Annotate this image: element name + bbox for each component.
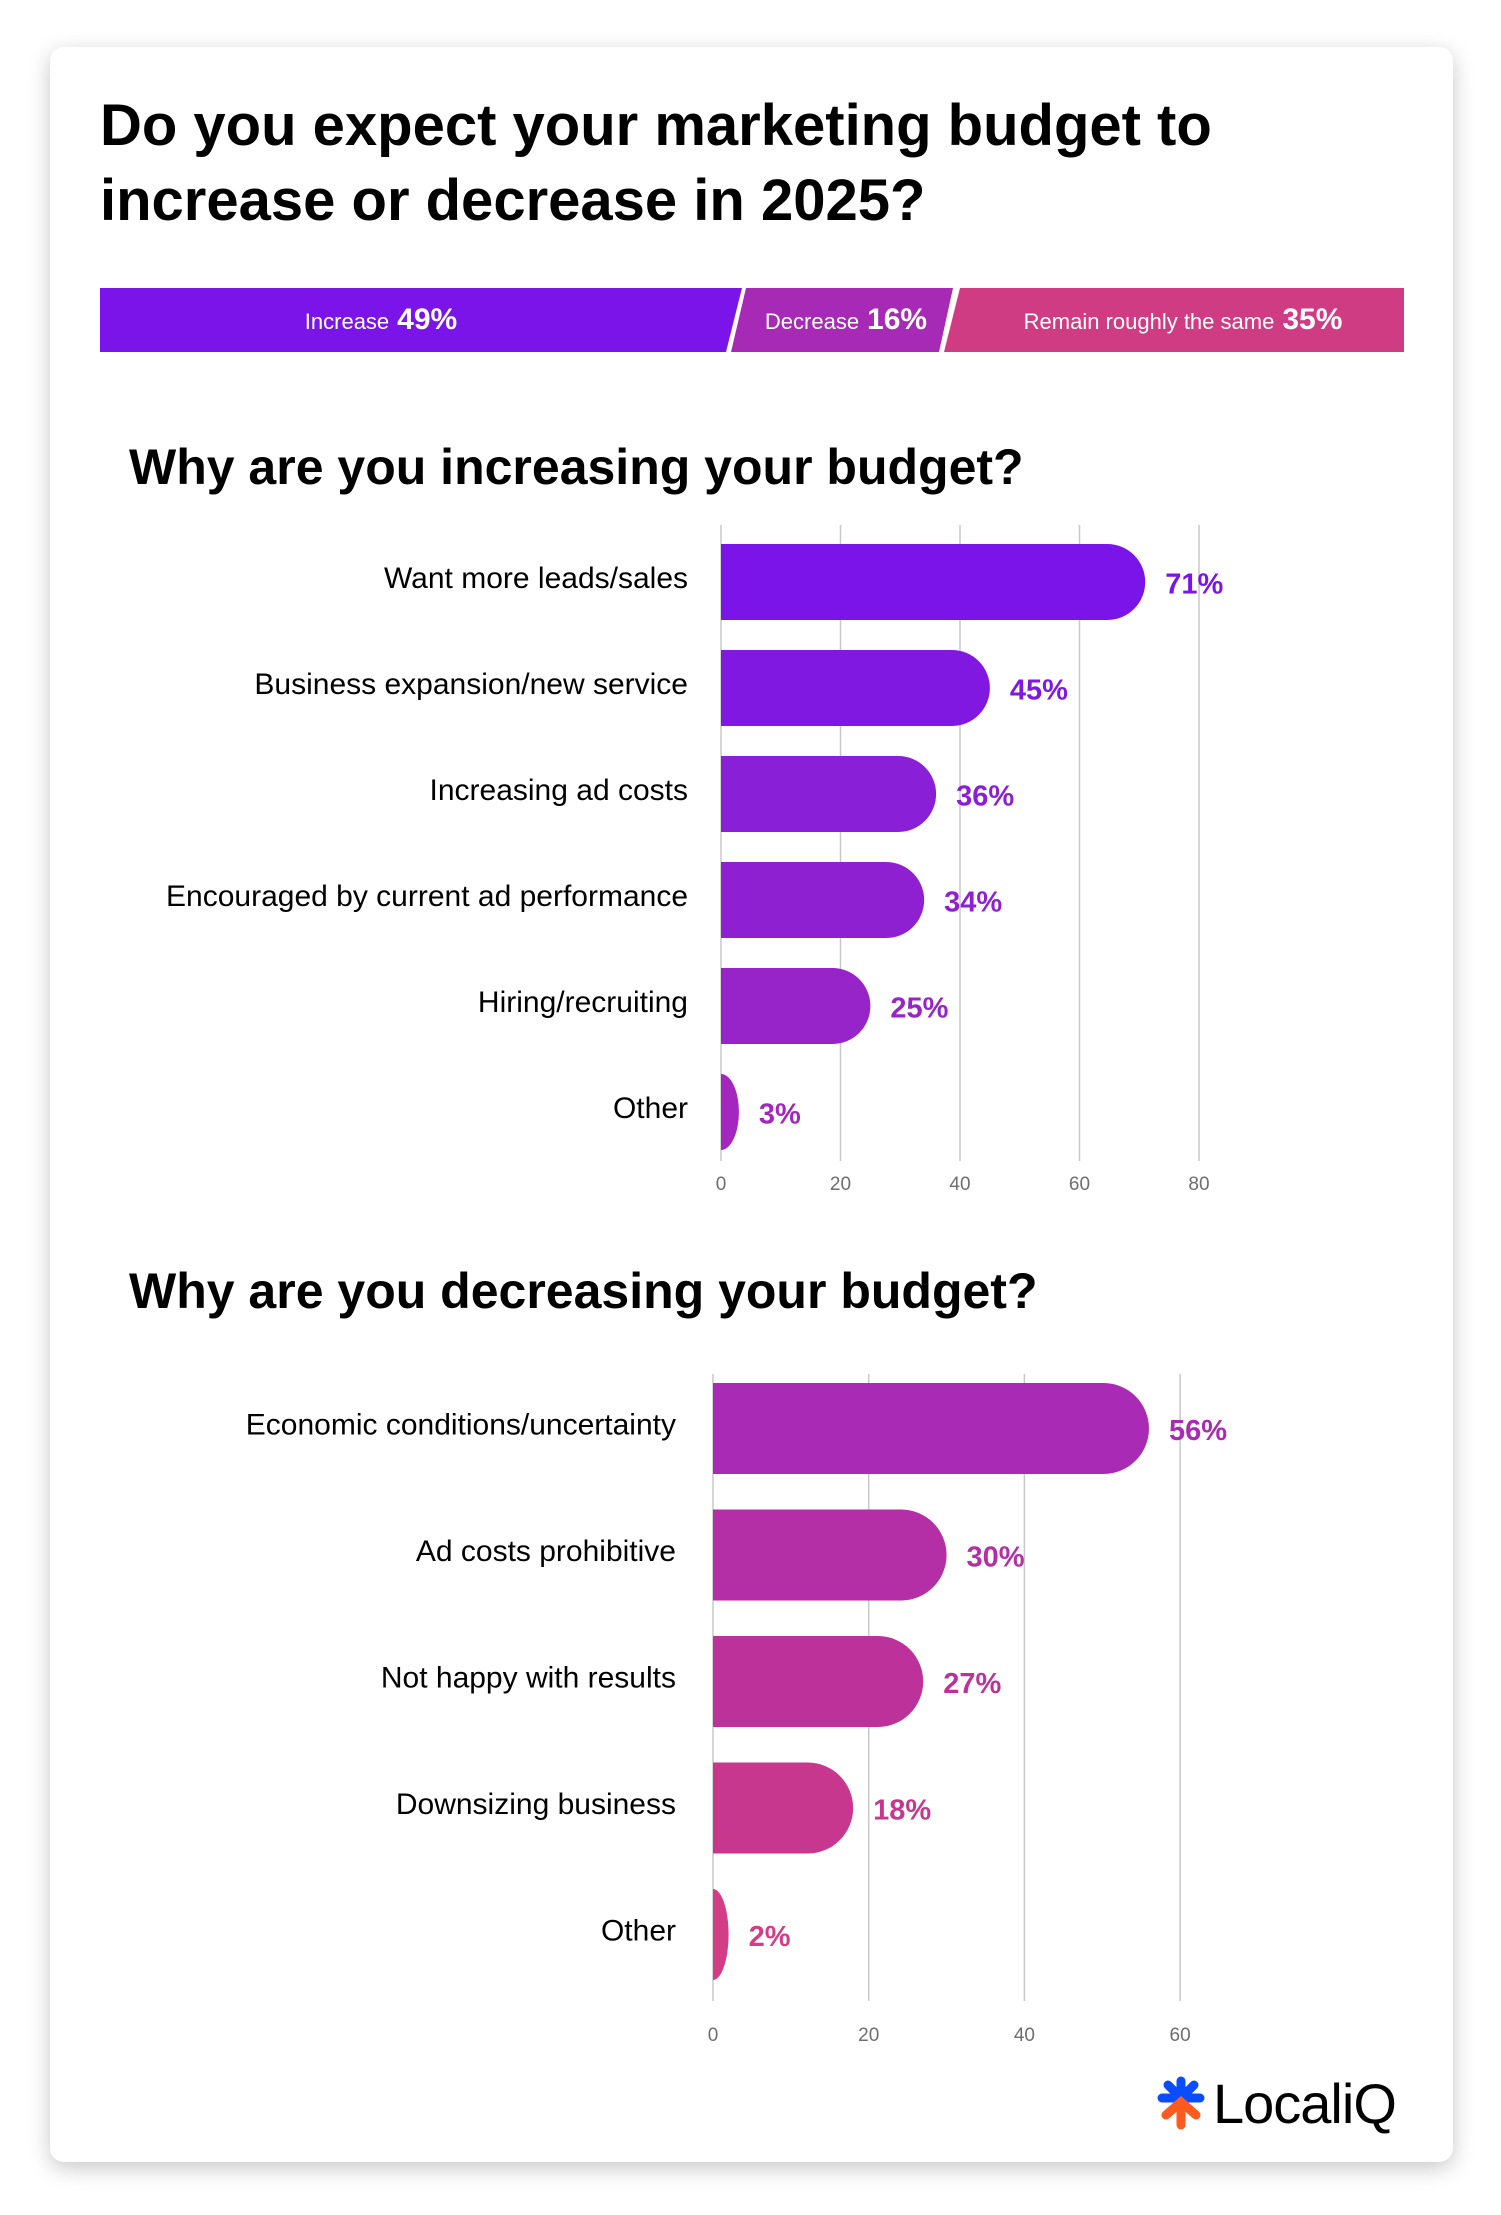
- bar: [721, 756, 937, 832]
- value-label: 45%: [1010, 675, 1068, 707]
- bar: [713, 1889, 729, 1980]
- localiq-logo: LocaliQ: [1157, 2072, 1397, 2135]
- bar: [721, 650, 990, 726]
- value-label: 25%: [890, 993, 948, 1025]
- bar: [721, 968, 871, 1044]
- bar: [721, 544, 1146, 620]
- segment-name: Remain roughly the same: [1023, 309, 1275, 334]
- category-label: Want more leads/sales: [384, 562, 688, 595]
- x-tick-label: 0: [716, 1174, 727, 1195]
- category-label: Ad costs prohibitive: [416, 1535, 676, 1568]
- bar: [713, 1509, 947, 1601]
- category-label: Economic conditions/uncertainty: [246, 1408, 676, 1441]
- category-label: Other: [613, 1092, 688, 1125]
- segment-name: Decrease: [764, 309, 860, 334]
- value-label: 71%: [1165, 569, 1223, 601]
- value-label: 30%: [967, 1542, 1025, 1574]
- category-label: Downsizing business: [396, 1788, 676, 1821]
- category-label: Encouraged by current ad performance: [166, 880, 688, 913]
- segment-increase-label: Increase 49%: [305, 288, 457, 352]
- value-label: 18%: [873, 1795, 931, 1827]
- logo-text: LocaliQ: [1213, 2071, 1397, 2135]
- increase-chart-title: Why are you increasing your budget?: [129, 439, 1024, 495]
- localiq-asterisk-icon: [1157, 2076, 1205, 2130]
- x-tick-label: 40: [1014, 2025, 1035, 2046]
- category-label: Hiring/recruiting: [478, 986, 688, 1019]
- segment-name: Increase: [304, 309, 390, 334]
- value-label: 3%: [759, 1099, 801, 1131]
- bar: [713, 1636, 924, 1727]
- x-tick-label: 20: [858, 2025, 879, 2046]
- x-tick-label: 60: [1170, 2025, 1191, 2046]
- segment-decrease-label: Decrease 16%: [765, 288, 927, 352]
- page-title: Do you expect your marketing budget to i…: [100, 93, 1212, 233]
- x-tick-label: 60: [1069, 1174, 1090, 1195]
- segment-value: 49%: [397, 303, 458, 336]
- overall-stacked-bar: Increase 49% Decrease 16% Remain roughly t…: [0, 288, 1501, 352]
- x-tick-label: 80: [1188, 1174, 1209, 1195]
- value-label: 27%: [943, 1668, 1001, 1700]
- value-label: 36%: [956, 781, 1014, 813]
- value-label: 2%: [749, 1921, 791, 1953]
- segment-decrease: [731, 288, 953, 352]
- segment-remain-label: Remain roughly the same 35%: [1024, 288, 1343, 352]
- x-tick-label: 0: [708, 2025, 719, 2046]
- category-label: Other: [601, 1914, 676, 1947]
- bar: [713, 1383, 1149, 1474]
- value-label: 34%: [944, 887, 1002, 919]
- bar: [721, 1074, 739, 1150]
- segment-value: 35%: [1282, 303, 1343, 336]
- x-tick-label: 40: [949, 1174, 970, 1195]
- segment-value: 16%: [867, 303, 928, 336]
- value-label: 56%: [1169, 1415, 1227, 1447]
- x-tick-label: 20: [830, 1174, 851, 1195]
- segment-increase: [100, 288, 742, 352]
- category-label: Business expansion/new service: [254, 668, 688, 701]
- decrease-chart-title: Why are you decreasing your budget?: [129, 1263, 1038, 1319]
- segment-remain: [944, 288, 1404, 352]
- bar: [713, 1762, 854, 1854]
- bar: [721, 862, 925, 938]
- category-label: Not happy with results: [381, 1661, 676, 1694]
- category-label: Increasing ad costs: [430, 774, 688, 807]
